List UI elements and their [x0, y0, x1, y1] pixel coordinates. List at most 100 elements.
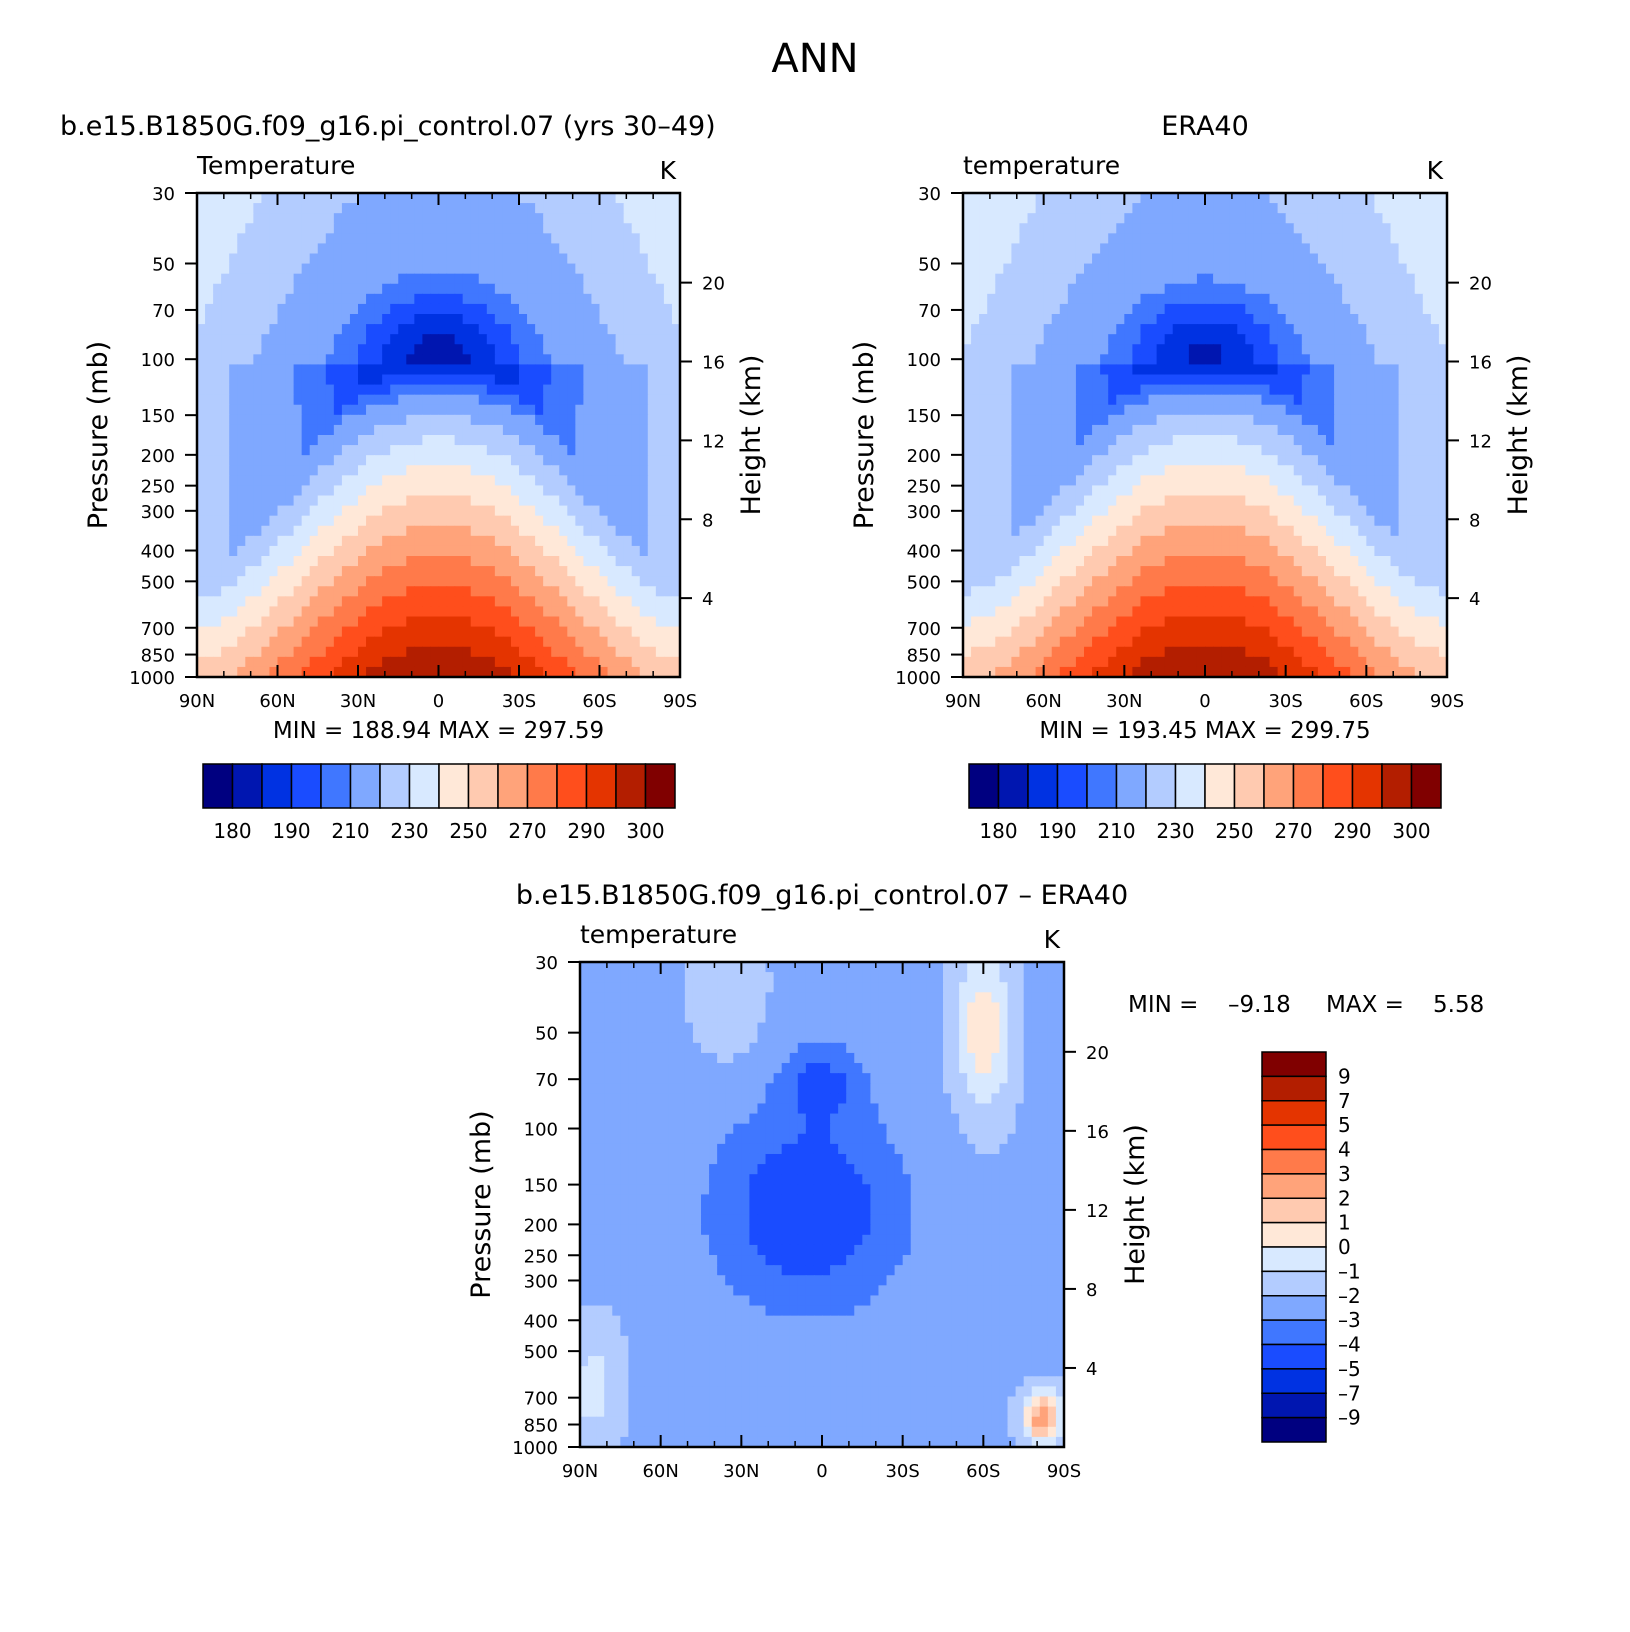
- contour-cell: [350, 354, 359, 365]
- contour-cell: [1197, 405, 1206, 416]
- contour-cell: [374, 375, 383, 386]
- contour-cell: [197, 284, 206, 295]
- contour-cell: [197, 606, 206, 617]
- contour-cell: [640, 334, 649, 345]
- contour-cell: [278, 243, 287, 254]
- contour-cell: [1149, 415, 1158, 426]
- contour-cell: [971, 213, 980, 224]
- contour-cell: [1084, 324, 1093, 335]
- contour-cell: [350, 314, 359, 325]
- contour-cell: [1407, 435, 1416, 446]
- contour-cell: [656, 304, 665, 315]
- contour-cell: [535, 516, 544, 527]
- contour-cell: [422, 294, 431, 305]
- contour-cell: [414, 294, 423, 305]
- contour-cell: [245, 354, 254, 365]
- contour-cell: [1108, 223, 1117, 234]
- contour-cell: [1068, 415, 1077, 426]
- contour-cell: [664, 385, 673, 396]
- contour-cell: [398, 425, 407, 436]
- contour-cell: [342, 415, 351, 426]
- contour-cell: [1189, 294, 1198, 305]
- contour-cell: [987, 264, 996, 275]
- contour-cell: [261, 657, 270, 668]
- contour-cell: [261, 334, 270, 345]
- contour-cell: [1302, 354, 1311, 365]
- contour-cell: [511, 304, 520, 315]
- contour-cell: [1132, 485, 1141, 496]
- contour-cell: [302, 445, 311, 456]
- contour-cell: [535, 485, 544, 496]
- contour-cell: [463, 193, 472, 204]
- contour-cell: [229, 536, 238, 547]
- contour-cell: [221, 274, 230, 285]
- contour-cell: [237, 415, 246, 426]
- contour-cell: [463, 395, 472, 406]
- contour-cell: [1108, 344, 1117, 355]
- contour-cell: [1358, 516, 1367, 527]
- contour-cell: [1302, 415, 1311, 426]
- contour-cell: [583, 233, 592, 244]
- contour-cell: [1205, 223, 1214, 234]
- contour-cell: [1205, 284, 1214, 295]
- contour-cell: [278, 364, 287, 375]
- contour-cell: [197, 375, 206, 386]
- contour-cell: [1173, 465, 1182, 476]
- contour-cell: [664, 546, 673, 557]
- contour-cell: [302, 264, 311, 275]
- contour-cell: [616, 375, 625, 386]
- contour-cell: [471, 254, 480, 265]
- contour-cell: [1044, 445, 1053, 456]
- contour-cell: [261, 324, 270, 335]
- contour-cell: [414, 566, 423, 577]
- contour-cell: [1302, 213, 1311, 224]
- contour-cell: [575, 496, 584, 507]
- contour-cell: [1278, 385, 1287, 396]
- contour-cell: [326, 354, 335, 365]
- contour-cell: [430, 496, 439, 507]
- contour-cell: [261, 596, 270, 607]
- contour-cell: [519, 556, 528, 567]
- contour-cell: [567, 243, 576, 254]
- contour-cell: [1399, 425, 1408, 436]
- contour-cell: [390, 657, 399, 668]
- contour-cell: [511, 243, 520, 254]
- contour-cell: [302, 254, 311, 265]
- contour-cell: [1181, 354, 1190, 365]
- contour-cell: [286, 294, 295, 305]
- contour-cell: [318, 647, 327, 658]
- contour-cell: [1149, 233, 1158, 244]
- contour-cell: [253, 294, 262, 305]
- contour-cell: [1068, 465, 1077, 476]
- contour-cell: [398, 617, 407, 628]
- contour-cell: [269, 354, 278, 365]
- contour-cell: [1197, 475, 1206, 486]
- contour-cell: [640, 455, 649, 466]
- contour-cell: [1003, 203, 1012, 214]
- contour-cell: [1334, 284, 1343, 295]
- contour-cell: [366, 415, 375, 426]
- contour-cell: [511, 485, 520, 496]
- contour-cell: [551, 576, 560, 587]
- contour-cell: [1366, 284, 1375, 295]
- contour-cell: [1382, 274, 1391, 285]
- contour-cell: [527, 606, 536, 617]
- contour-cell: [1116, 304, 1125, 315]
- contour-cell: [527, 576, 536, 587]
- contour-cell: [1205, 264, 1214, 275]
- contour-cell: [350, 415, 359, 426]
- contour-cell: [318, 617, 327, 628]
- contour-cell: [1149, 203, 1158, 214]
- contour-cell: [511, 354, 520, 365]
- contour-cell: [495, 586, 504, 597]
- contour-cell: [1278, 294, 1287, 305]
- contour-cell: [261, 294, 270, 305]
- contour-cell: [318, 657, 327, 668]
- contour-cell: [237, 193, 246, 204]
- contour-cell: [318, 324, 327, 335]
- contour-cell: [1261, 243, 1270, 254]
- contour-cell: [1205, 485, 1214, 496]
- contour-cell: [439, 536, 448, 547]
- contour-cell: [286, 385, 295, 396]
- contour-cell: [1189, 203, 1198, 214]
